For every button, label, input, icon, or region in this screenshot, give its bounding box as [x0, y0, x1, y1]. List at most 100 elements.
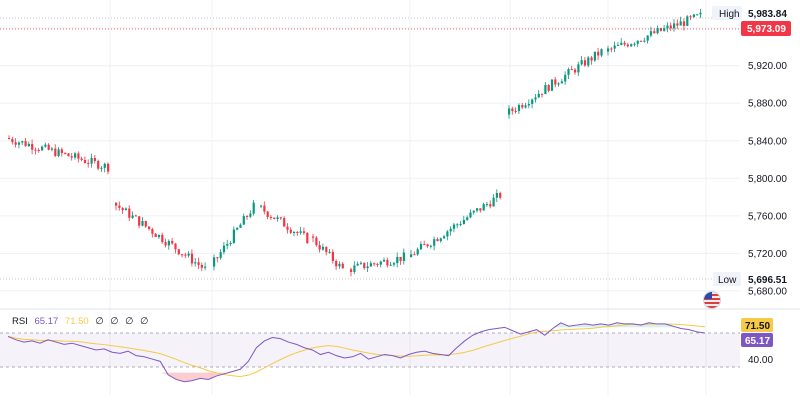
- candle-body: [587, 57, 590, 66]
- candle-body: [302, 231, 306, 233]
- candle-body: [27, 143, 30, 147]
- candle-body: [118, 205, 121, 208]
- candle-body: [167, 240, 170, 246]
- us-flag-icon[interactable]: [703, 291, 721, 309]
- candle-body: [492, 197, 495, 207]
- candle-body: [100, 167, 103, 169]
- candle-body: [232, 229, 235, 244]
- candle-body: [229, 243, 232, 245]
- candle-body: [222, 245, 226, 253]
- candle-body: [692, 14, 695, 17]
- candle-body: [325, 246, 328, 253]
- candle-body: [44, 144, 47, 147]
- rsi-ma-badge-value: 71.50: [745, 321, 770, 332]
- candle-body: [673, 23, 676, 29]
- candle-body: [299, 231, 302, 233]
- candle-body: [620, 42, 623, 45]
- candle-body: [8, 137, 11, 139]
- candle-body: [607, 48, 610, 52]
- candle-body: [134, 215, 137, 217]
- candle-body: [103, 163, 106, 168]
- candle-body: [34, 149, 37, 151]
- candle-body: [495, 193, 498, 198]
- candle-body: [331, 251, 334, 262]
- candle-body: [449, 228, 452, 232]
- last-price-value: 5,973.09: [747, 24, 786, 35]
- candle-body: [443, 236, 446, 239]
- candle-body: [416, 249, 419, 255]
- price-axis[interactable]: 5,960.005,920.005,880.005,840.005,800.00…: [748, 24, 787, 298]
- rsi-legend[interactable]: RSI 65.17 71.50 ∅ ∅ ∅ ∅: [12, 316, 152, 327]
- candle-body: [636, 40, 639, 44]
- candle-body: [131, 215, 134, 218]
- candle-body: [260, 205, 263, 207]
- high-label-text: High: [719, 9, 740, 20]
- candle-body: [659, 28, 662, 31]
- candle-body: [666, 25, 669, 29]
- candle-body: [593, 51, 596, 61]
- candle-body: [531, 99, 534, 104]
- candle-body: [93, 157, 96, 161]
- candle-body: [194, 262, 197, 264]
- candle-body: [41, 146, 44, 151]
- candle-body: [577, 64, 580, 73]
- candle-body: [286, 226, 289, 230]
- candle-body: [115, 202, 118, 206]
- candle-body: [24, 141, 27, 147]
- candle-body: [379, 261, 382, 265]
- candle-body: [144, 221, 147, 227]
- candle-body: [359, 262, 363, 264]
- candle-body: [630, 44, 633, 47]
- rsi-legend-extra-3: ∅: [125, 316, 134, 327]
- candle-body: [341, 263, 344, 269]
- chart-grid: [0, 0, 740, 395]
- candle-body: [376, 263, 379, 265]
- candle-body: [90, 157, 93, 164]
- candle-body: [273, 217, 276, 220]
- candle-body: [213, 257, 216, 267]
- candle-body: [689, 16, 692, 18]
- candle-body: [157, 234, 161, 238]
- candle-body: [517, 104, 521, 112]
- candles: [8, 8, 702, 277]
- candle-body: [171, 240, 174, 244]
- candle-body: [402, 252, 405, 261]
- candle-body: [446, 231, 449, 237]
- rsi-value-badge-value: 65.17: [745, 336, 770, 347]
- candle-body: [335, 261, 338, 267]
- candle-body: [623, 42, 626, 45]
- candle-body: [97, 160, 100, 169]
- candle-body: [321, 246, 325, 250]
- candle-body: [338, 263, 341, 267]
- candle-body: [353, 265, 356, 272]
- rsi-oversold-fill: [8, 372, 705, 382]
- rsi-legend-value: 65.17: [34, 316, 59, 327]
- candle-body: [567, 69, 570, 75]
- candle-body: [544, 85, 547, 95]
- candle-body: [616, 44, 620, 46]
- candle-body: [423, 244, 426, 246]
- price-tick-label: 5,920.00: [748, 61, 787, 72]
- candle-body: [31, 143, 34, 150]
- candle-body: [283, 218, 286, 227]
- price-tick-label: 5,800.00: [748, 174, 787, 185]
- candle-body: [439, 238, 442, 242]
- candle-body: [315, 237, 318, 246]
- candle-body: [200, 264, 203, 268]
- candle-body: [21, 141, 24, 143]
- candle-body: [60, 149, 63, 153]
- candle-body: [77, 153, 80, 159]
- candle-body: [366, 266, 369, 269]
- candle-body: [293, 232, 296, 234]
- candle-body: [583, 60, 587, 66]
- candle-body: [154, 233, 157, 238]
- rsi-level-tick: 40.00: [748, 355, 773, 366]
- candle-body: [610, 48, 613, 50]
- candle-body: [263, 205, 266, 212]
- candle-body: [479, 208, 482, 211]
- candle-body: [554, 79, 557, 85]
- candle-body: [312, 236, 315, 238]
- candle-body: [521, 104, 524, 108]
- candle-body: [252, 202, 255, 214]
